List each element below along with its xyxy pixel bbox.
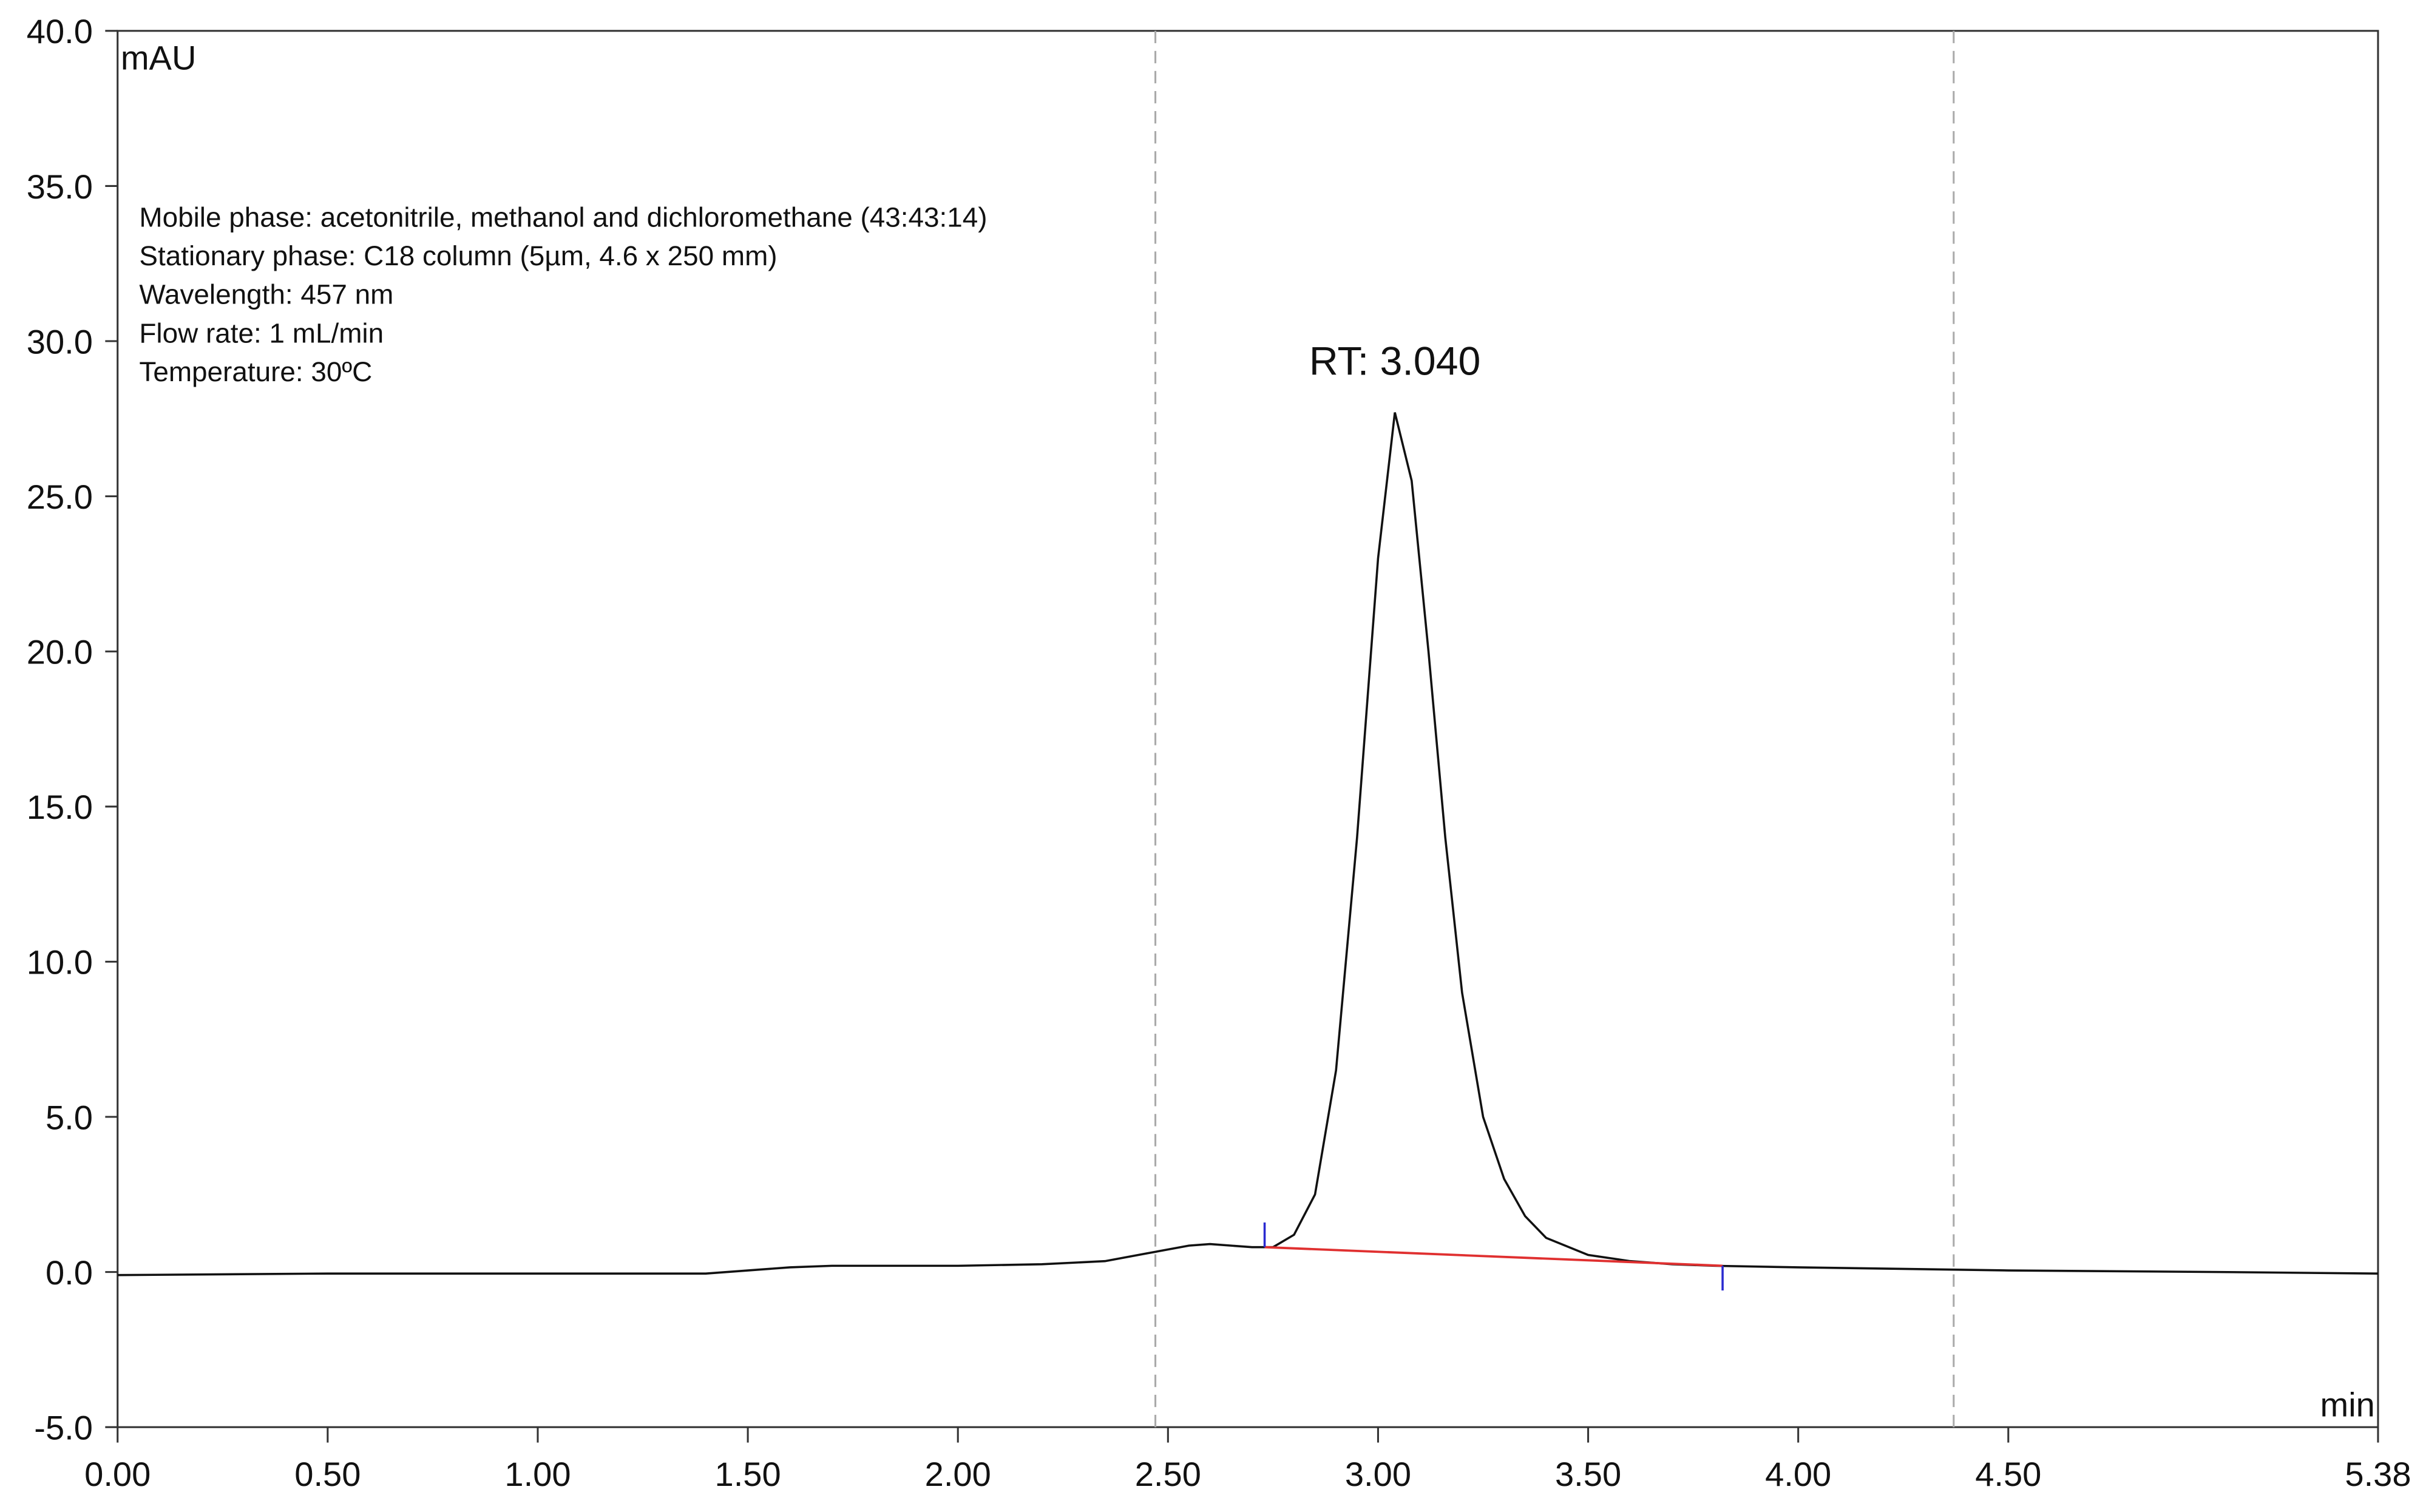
info-line: Mobile phase: acetonitrile, methanol and…: [139, 202, 987, 233]
x-tick-label: 2.50: [1135, 1455, 1201, 1493]
info-line: Temperature: 30ºC: [139, 356, 372, 387]
y-tick-label: 30.0: [27, 322, 93, 361]
y-tick-label: 25.0: [27, 478, 93, 516]
y-tick-label: 40.0: [27, 12, 93, 50]
baseline: [1264, 1246, 1723, 1267]
x-tick-label: 3.00: [1345, 1455, 1411, 1493]
info-line: Wavelength: 457 nm: [139, 279, 393, 310]
x-tick-label: 4.00: [1765, 1455, 1831, 1493]
plot-frame: [117, 30, 2379, 1428]
x-tick-label: 5.38: [2345, 1455, 2411, 1493]
x-tick-label: 0.00: [84, 1455, 151, 1493]
x-tick-label: 0.50: [294, 1455, 361, 1493]
x-unit: min: [2320, 1385, 2375, 1423]
x-tick-label: 4.50: [1975, 1455, 2041, 1493]
y-tick-label: -5.0: [34, 1409, 93, 1447]
info-line: Flow rate: 1 mL/min: [139, 317, 384, 348]
y-unit: mAU: [121, 38, 197, 76]
x-tick-label: 2.00: [925, 1455, 991, 1493]
y-tick-label: 20.0: [27, 633, 93, 671]
x-tick-label: 1.00: [504, 1455, 571, 1493]
info-line: Stationary phase: C18 column (5µm, 4.6 x…: [139, 240, 777, 271]
y-tick-label: 10.0: [27, 943, 93, 981]
x-tick-label: 1.50: [715, 1455, 781, 1493]
y-tick-label: 15.0: [27, 788, 93, 826]
peak-annotation: RT: 3.040: [1309, 339, 1480, 384]
chromatogram-line: [117, 412, 2378, 1276]
y-tick-label: 5.0: [46, 1098, 93, 1136]
x-tick-label: 3.50: [1555, 1455, 1621, 1493]
y-tick-label: 35.0: [27, 168, 93, 206]
y-tick-label: 0.0: [46, 1253, 93, 1292]
